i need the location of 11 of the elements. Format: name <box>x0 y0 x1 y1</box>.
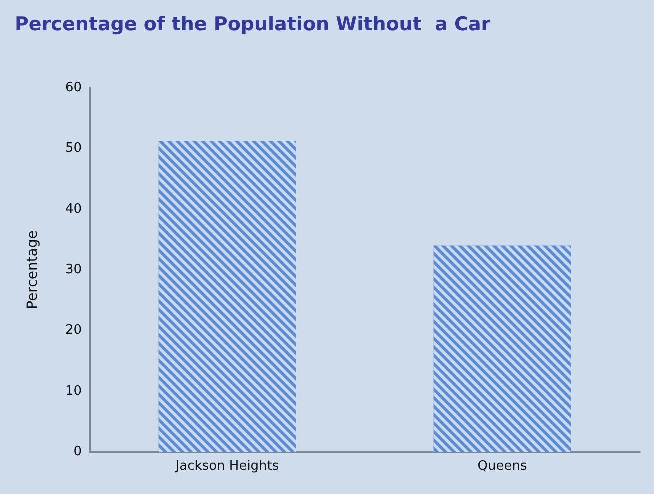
y-tick-label: 10 <box>65 384 82 399</box>
y-tick-label: 60 <box>65 80 82 96</box>
x-tick-label: Jackson Heights <box>174 459 280 474</box>
x-tick-label: Queens <box>478 459 528 474</box>
y-axis-title: Percentage <box>25 230 41 310</box>
y-tick-label: 30 <box>65 262 82 278</box>
y-tick-label: 40 <box>65 202 82 217</box>
y-tick-label: 50 <box>65 141 82 156</box>
y-tick-label: 20 <box>65 323 82 338</box>
y-tick-label: 0 <box>74 444 82 460</box>
chart-title: Percentage of the Population Without a Car <box>15 14 492 36</box>
